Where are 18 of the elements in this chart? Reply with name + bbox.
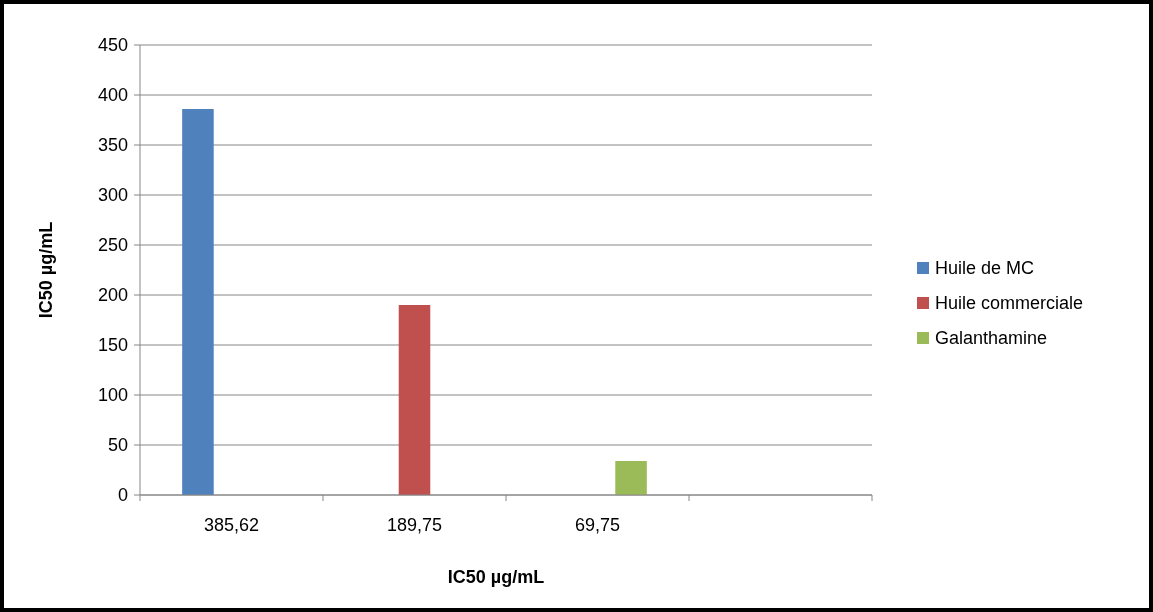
x-tick-label: 385,62 [203, 515, 260, 535]
y-tick-label: 0 [117, 485, 128, 506]
y-tick-label: 100 [97, 385, 128, 406]
y-tick-label: 200 [97, 285, 128, 306]
y-axis-title: IC50 µg/mL [36, 221, 56, 319]
y-tick-label: 450 [97, 35, 128, 56]
y-tick-label: 50 [107, 435, 128, 456]
x-tick-label: 69,75 [574, 515, 621, 535]
legend-label: Galanthamine [935, 328, 1048, 349]
x-axis-title: IC50 µg/mL [447, 567, 545, 587]
legend-label: Huile de MC [935, 258, 1035, 279]
y-tick-label: 150 [97, 335, 128, 356]
legend-label: Huile commerciale [935, 293, 1084, 314]
y-tick-label: 250 [97, 235, 128, 256]
y-tick-label: 400 [97, 85, 128, 106]
y-tick-label: 350 [97, 135, 128, 156]
y-tick-label: 300 [97, 185, 128, 206]
x-tick-label: 189,75 [386, 515, 443, 535]
